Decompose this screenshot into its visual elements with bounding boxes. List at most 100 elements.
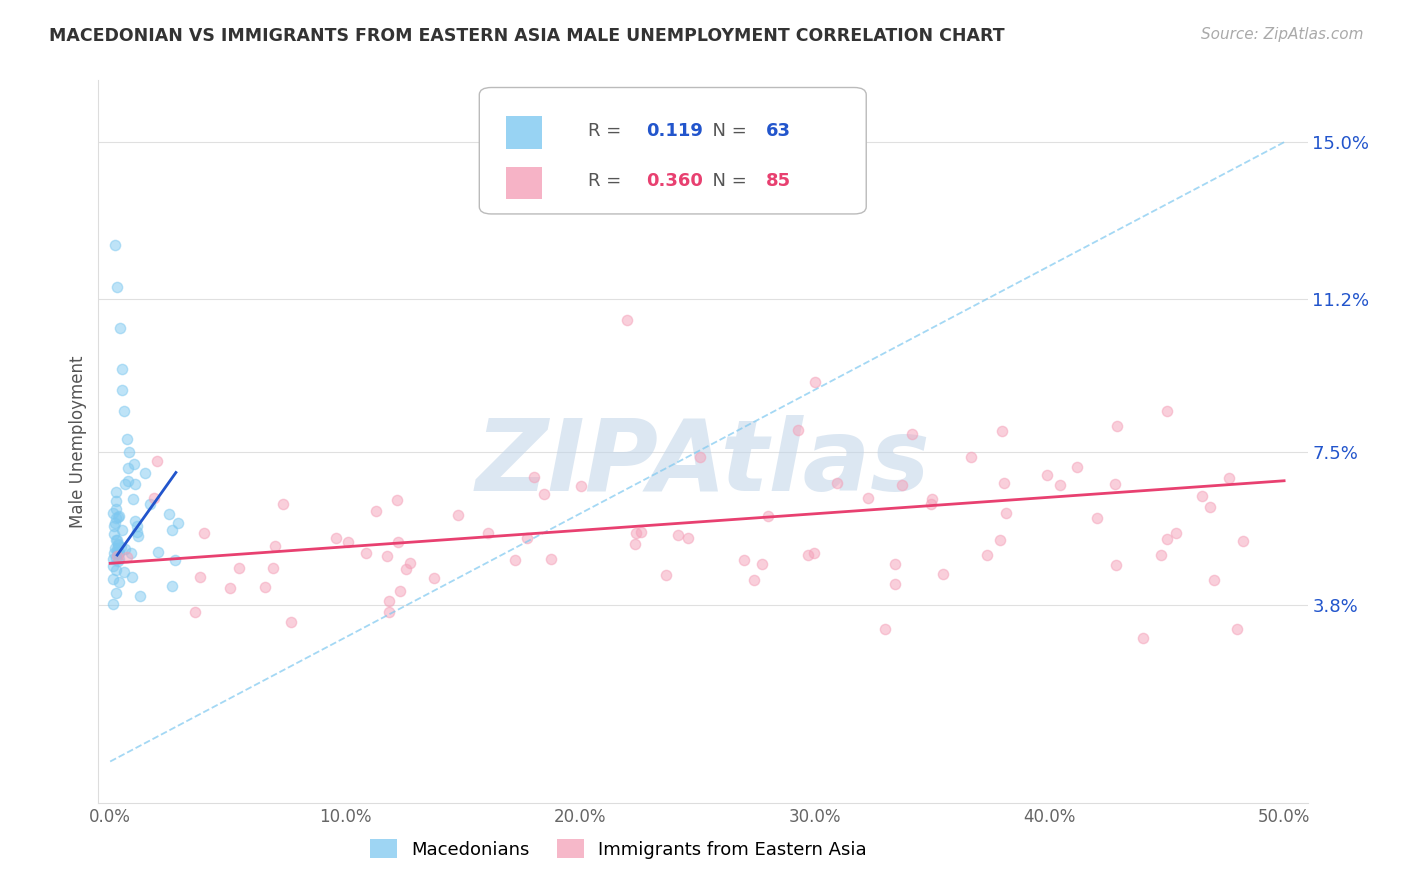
Text: R =: R =: [588, 172, 627, 190]
Point: [447, 508, 470, 523]
Point: [104, 485, 127, 500]
Point: [121, 569, 143, 583]
Point: [114, 542, 136, 557]
Point: [184, 606, 207, 620]
Point: [107, 537, 129, 551]
Point: [115, 433, 138, 447]
Point: [160, 524, 183, 538]
Point: [193, 526, 215, 541]
Text: N =: N =: [700, 122, 752, 140]
Point: [624, 537, 647, 551]
Point: [1156, 532, 1178, 546]
Point: [127, 529, 149, 543]
Text: 85: 85: [766, 172, 792, 190]
Point: [1202, 573, 1225, 587]
Point: [103, 519, 125, 533]
Point: [655, 567, 678, 582]
Point: [111, 383, 134, 397]
Point: [1105, 558, 1128, 572]
Point: [1085, 511, 1108, 525]
Point: [120, 546, 142, 560]
Point: [280, 615, 302, 630]
Point: [105, 586, 128, 600]
Point: [873, 623, 896, 637]
Point: [122, 457, 145, 471]
Point: [385, 493, 408, 508]
Point: [104, 511, 127, 525]
Point: [1164, 526, 1187, 541]
Point: [1049, 478, 1071, 492]
Point: [112, 403, 135, 417]
Point: [160, 579, 183, 593]
Text: N =: N =: [700, 172, 752, 190]
Point: [105, 502, 128, 516]
Point: [1104, 476, 1126, 491]
Text: Source: ZipAtlas.com: Source: ZipAtlas.com: [1201, 27, 1364, 42]
Point: [127, 524, 149, 539]
Point: [689, 450, 711, 465]
Point: [666, 528, 689, 542]
Point: [976, 548, 998, 562]
Point: [827, 475, 849, 490]
Point: [890, 478, 912, 492]
Point: [533, 487, 555, 501]
Point: [104, 516, 127, 531]
Point: [378, 593, 401, 607]
Point: [803, 375, 825, 389]
Point: [883, 558, 905, 572]
Point: [112, 566, 135, 580]
Point: [110, 540, 132, 554]
Y-axis label: Male Unemployment: Male Unemployment: [69, 355, 87, 528]
Point: [787, 424, 810, 438]
Point: [920, 497, 942, 511]
Point: [388, 584, 411, 599]
Point: [988, 533, 1011, 547]
Point: [523, 469, 546, 483]
Point: [477, 526, 499, 541]
Point: [1035, 468, 1057, 483]
Point: [377, 549, 399, 564]
Point: [387, 534, 409, 549]
Point: [107, 554, 129, 568]
Point: [108, 321, 131, 335]
Point: [114, 477, 136, 491]
Point: [676, 532, 699, 546]
Point: [733, 553, 755, 567]
Point: [271, 497, 294, 511]
Point: [111, 523, 134, 537]
Point: [742, 573, 765, 587]
Point: [111, 362, 134, 376]
Point: [127, 519, 149, 533]
Point: [103, 598, 125, 612]
Point: [399, 557, 422, 571]
Point: [569, 479, 592, 493]
Point: [253, 580, 276, 594]
Point: [108, 545, 131, 559]
Point: [325, 531, 347, 545]
Point: [516, 531, 538, 545]
Point: [124, 514, 146, 528]
Point: [1132, 631, 1154, 645]
Point: [803, 546, 825, 560]
Point: [1156, 404, 1178, 418]
Point: [101, 506, 124, 520]
Point: [356, 546, 378, 560]
Point: [1150, 549, 1173, 563]
Point: [1191, 489, 1213, 503]
Text: MACEDONIAN VS IMMIGRANTS FROM EASTERN ASIA MALE UNEMPLOYMENT CORRELATION CHART: MACEDONIAN VS IMMIGRANTS FROM EASTERN AS…: [49, 27, 1005, 45]
Text: 63: 63: [766, 122, 792, 140]
Point: [124, 477, 146, 491]
Point: [101, 558, 124, 573]
FancyBboxPatch shape: [506, 167, 543, 200]
Point: [105, 563, 128, 577]
Point: [1232, 534, 1254, 549]
Point: [104, 238, 127, 252]
Point: [118, 445, 141, 459]
Point: [103, 546, 125, 560]
Point: [105, 541, 128, 556]
Point: [108, 508, 131, 523]
Point: [1218, 471, 1240, 485]
Point: [117, 461, 139, 475]
Point: [630, 524, 652, 539]
Point: [122, 491, 145, 506]
